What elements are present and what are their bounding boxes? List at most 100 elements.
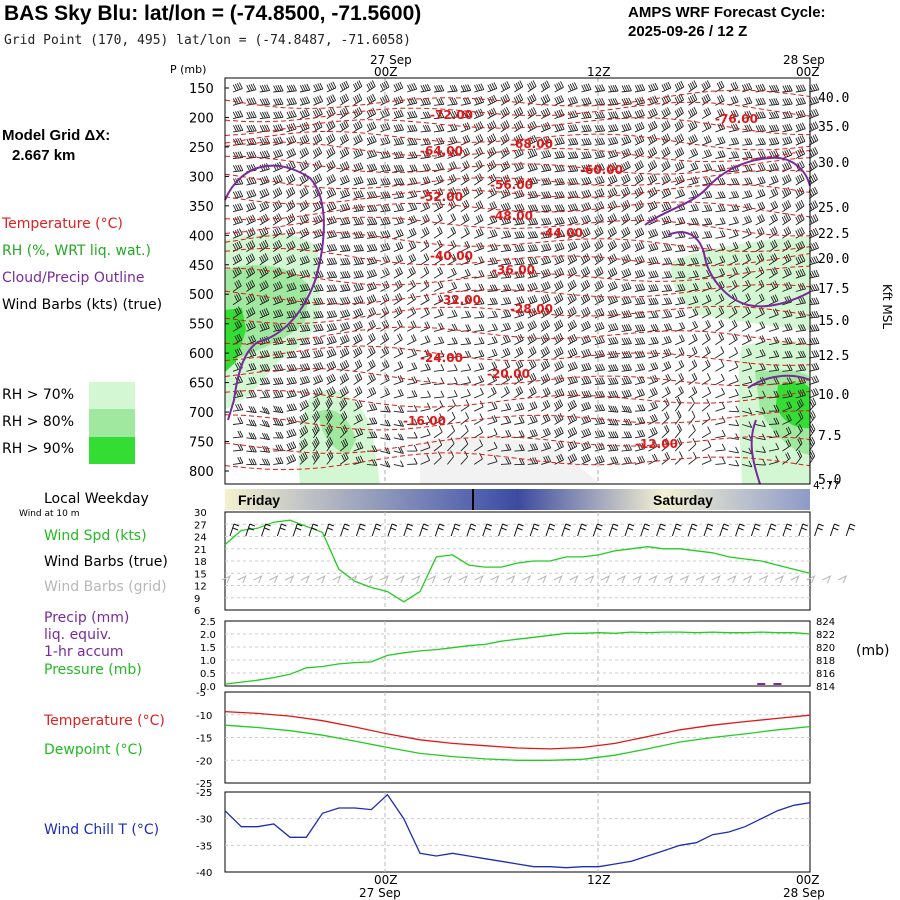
height-tick-label: 40.0	[818, 91, 849, 106]
panel-tick-label: 30	[194, 508, 207, 519]
wind-speed-line	[224, 519, 811, 603]
panel-tick-label: -25	[196, 788, 212, 799]
rh-swatch-90	[89, 437, 135, 464]
bottom-tick-label: 00Z	[374, 873, 398, 887]
cloud-outline-left	[224, 164, 325, 421]
cloud-outline-right-lower	[747, 374, 811, 485]
pressure-tick-label: 650	[189, 377, 214, 392]
contour-label: -64.00	[420, 144, 463, 158]
rh-legend-90: RH > 90%	[2, 441, 75, 457]
legend-wind-speed: Wind Spd (kts)	[44, 528, 147, 544]
temperature-contour	[224, 345, 811, 366]
top-tick-label: 12Z	[587, 65, 611, 79]
forecast-label: AMPS WRF Forecast Cycle:	[628, 4, 826, 21]
legend-temperature: Temperature (°C)	[2, 216, 123, 232]
pressure-tick-label: 400	[189, 229, 214, 244]
bottom-tick-label: 00Z	[796, 873, 820, 887]
temperature-contour	[224, 410, 811, 431]
model-grid-value: 2.667 km	[12, 147, 76, 164]
temperature-contour	[224, 326, 811, 346]
pressure-tick-label: 800	[189, 465, 214, 480]
panel-tick-label: 6	[194, 606, 200, 617]
top-tick-label: 00Z	[796, 65, 820, 79]
legend-temperature-line: Temperature (°C)	[44, 713, 165, 729]
temperature-contour	[224, 305, 811, 325]
pressure-tick-label: 350	[189, 200, 214, 215]
panel-tick-label: 2.0	[200, 630, 216, 641]
legend-wind-barbs-grid: Wind Barbs (grid)	[44, 579, 167, 595]
legend-precip-line3: 1-hr accum	[44, 644, 124, 660]
temperature-contour	[224, 89, 811, 110]
pressure-tick-label: 550	[189, 318, 214, 333]
panel-frame	[224, 620, 811, 687]
pressure-axis-title: P (mb)	[170, 63, 206, 76]
temperature-contour	[224, 216, 811, 237]
temperature-contour	[224, 436, 811, 454]
contour-label: -40.00	[430, 249, 473, 263]
pressure-right-tick: 814	[816, 682, 835, 693]
panel-tick-label: 1.0	[200, 656, 216, 667]
rh-swatch-70	[89, 382, 135, 409]
height-axis: 40.0 35.0 30.0 25.0 22.5 20.0 17.5 15.0 12.5 10.0…	[813, 91, 894, 492]
temperature-contour	[224, 231, 811, 253]
bottom-date-label: 27 Sep	[359, 886, 401, 900]
pressure-right-tick: 820	[816, 643, 835, 654]
height-tick-label: 10.0	[818, 388, 849, 403]
weekday-gradient	[225, 489, 810, 510]
panel-tick-label: -20	[196, 756, 212, 767]
pressure-axis: P (mb) 150 200 250 300 350 400 450 500 550 600 650 7…	[170, 63, 229, 480]
panel-tick-label: -10	[196, 711, 212, 722]
rh80-bottom	[318, 409, 356, 455]
height-axis-title: Kft MSL	[880, 284, 894, 329]
panel-tick-label: -15	[196, 734, 212, 745]
height-tick-label: 25.0	[818, 201, 849, 216]
rh90-right-lower	[776, 382, 810, 429]
legend-precip: Precip (mm) liq. equiv. 1-hr accum	[44, 610, 129, 661]
panel-tick-label: 0.5	[200, 669, 216, 680]
pressure-tick-label: 200	[189, 111, 214, 126]
wind-chill-line	[224, 793, 811, 869]
contour-label: -32.00	[438, 293, 481, 307]
contour-label: -12.00	[635, 437, 678, 451]
temperature-contour	[224, 141, 811, 163]
contour-label: -56.00	[490, 178, 533, 192]
time-gridlines	[384, 78, 599, 484]
height-tick-label: 20.0	[818, 252, 849, 267]
pressure-tick-label: 150	[189, 82, 214, 97]
surface-height-label: 4.77	[813, 479, 840, 492]
contour-label: -60.00	[580, 163, 623, 177]
model-grid-label: Model Grid ΔX: 2.667 km	[2, 126, 110, 166]
height-tick-label: 30.0	[818, 156, 849, 171]
cloud-outline-right-upper	[644, 156, 811, 226]
temperature-contour	[224, 283, 811, 305]
cross-section-panel: -72.00 -76.00 -64.00 -68.00 -60.00 -56.00 -52.…	[170, 63, 894, 492]
pressure-right-tick: 816	[816, 669, 835, 680]
height-tick-label: 7.5	[818, 429, 841, 444]
contour-label: -52.00	[420, 190, 463, 204]
panel-tick-label: 0.0	[200, 682, 216, 693]
temperature-contour	[224, 155, 811, 175]
temperature-contour	[224, 368, 811, 386]
wind-at-10m-label: Wind at 10 m	[19, 509, 80, 519]
height-tick-label: 35.0	[818, 120, 849, 135]
pressure-tick-label: 700	[189, 406, 214, 421]
panel-tick-label: 12	[194, 582, 207, 593]
panel-tick-label: -35	[196, 841, 212, 852]
pressure-right-tick: 824	[816, 617, 835, 628]
rh-swatch-80	[89, 409, 135, 437]
low-rh-band	[420, 436, 600, 484]
day-saturday: Saturday	[653, 492, 713, 508]
panel-tick-label: 15	[194, 569, 207, 580]
wind-chill-panel: -25 -30 -35 -40	[196, 788, 811, 879]
panel-tick-label: -5	[196, 688, 206, 699]
forecast-cycle-value: 2025-09-26 / 12 Z	[628, 23, 748, 40]
contour-label: -44.00	[540, 226, 583, 240]
weekday-bar: Friday Saturday	[225, 489, 810, 510]
height-tick-label: 12.5	[818, 349, 849, 364]
contour-label: -36.00	[492, 263, 535, 277]
legend-wind-barbs: Wind Barbs (kts) (true)	[2, 297, 163, 313]
pressure-tick-label: 450	[189, 259, 214, 274]
local-weekday-label: Local Weekday	[44, 491, 149, 507]
